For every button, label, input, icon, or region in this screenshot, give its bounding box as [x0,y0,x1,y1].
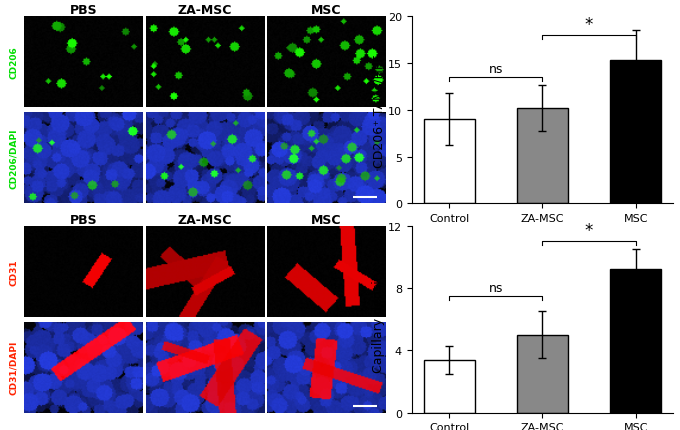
Bar [424,120,475,204]
Text: ns: ns [489,63,503,76]
Bar [517,335,568,413]
Title: ZA-MSC: ZA-MSC [177,213,232,226]
Title: PBS: PBS [69,4,97,17]
Text: CD206/DAPI: CD206/DAPI [10,128,18,188]
Text: CD31: CD31 [10,258,18,285]
Text: *: * [585,16,593,34]
Text: *: * [585,222,593,240]
Bar [610,61,662,204]
Text: CD31/DAPI: CD31/DAPI [10,340,18,394]
Title: MSC: MSC [311,213,342,226]
Text: ns: ns [489,281,503,294]
Y-axis label: CD206⁺ TAMs/HPF: CD206⁺ TAMs/HPF [372,54,385,167]
Title: PBS: PBS [69,213,97,226]
Text: CD206: CD206 [10,46,18,79]
Bar [610,270,662,413]
Bar [517,109,568,204]
Title: ZA-MSC: ZA-MSC [177,4,232,17]
Y-axis label: Capillary density: Capillary density [372,267,385,372]
Bar [424,360,475,413]
Title: MSC: MSC [311,4,342,17]
